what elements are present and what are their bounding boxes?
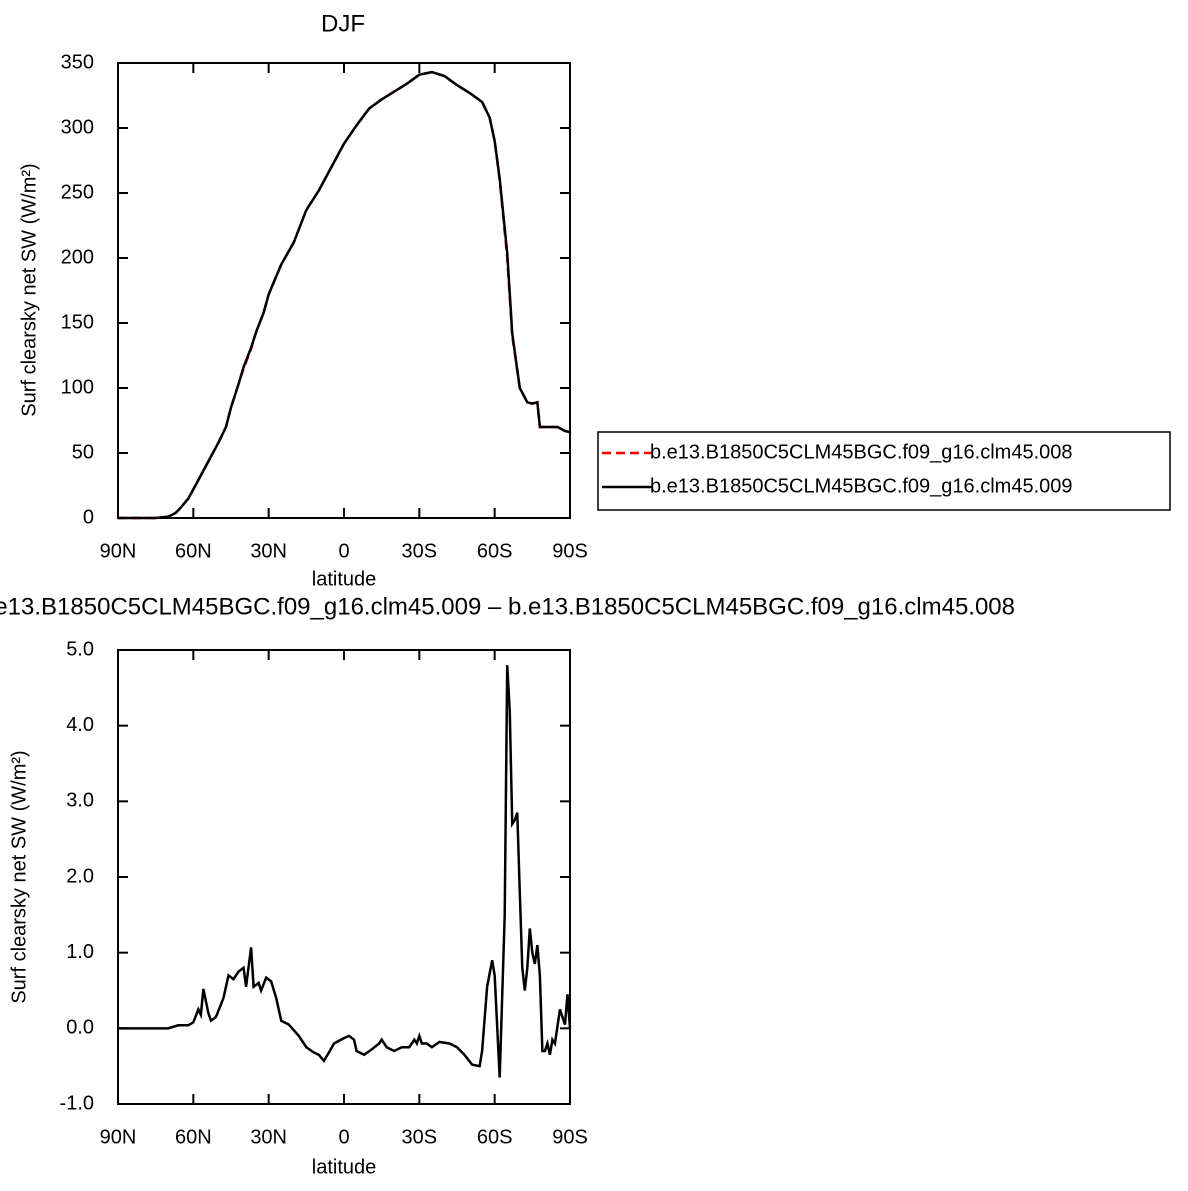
y-tick-label: 250 xyxy=(61,181,94,203)
data-line xyxy=(118,70,571,520)
y-axis-label: Surf clearsky net SW (W/m²) xyxy=(18,163,40,416)
data-line xyxy=(118,70,571,520)
y-tick-label: 0.0 xyxy=(66,1017,94,1039)
y-tick-label: 350 xyxy=(61,51,94,73)
y-tick-label: 300 xyxy=(61,116,94,138)
y-tick-label: 0 xyxy=(83,506,94,528)
x-tick-label: 90S xyxy=(552,540,588,562)
y-tick-label: -1.0 xyxy=(60,1092,94,1114)
plot-frame xyxy=(117,62,571,519)
legend-box xyxy=(597,431,1171,511)
x-axis-label: latitude xyxy=(312,1156,377,1178)
x-axis-label: latitude xyxy=(312,568,377,590)
y-tick-label: 100 xyxy=(61,376,94,398)
y-tick-label: 50 xyxy=(72,441,94,463)
x-tick-label: 0 xyxy=(338,1126,349,1148)
x-tick-label: 60N xyxy=(175,540,212,562)
x-tick-label: 60S xyxy=(477,1126,513,1148)
x-tick-label: 90S xyxy=(552,1126,588,1148)
legend-label: b.e13.B1850C5CLM45BGC.f09_g16.clm45.009 xyxy=(650,475,1073,497)
chart-title: b.e13.B1850C5CLM45BGC.f09_g16.clm45.009 … xyxy=(0,593,1015,620)
x-tick-label: 60N xyxy=(175,1126,212,1148)
y-tick-label: 1.0 xyxy=(66,941,94,963)
legend: b.e13.B1850C5CLM45BGC.f09_g16.clm45.008b… xyxy=(597,431,1171,511)
x-tick-label: 60S xyxy=(477,540,513,562)
y-tick-label: 2.0 xyxy=(66,865,94,887)
x-tick-label: 90N xyxy=(100,540,137,562)
x-tick-label: 30S xyxy=(402,1126,438,1148)
y-axis-label: Surf clearsky net SW (W/m²) xyxy=(8,750,30,1003)
x-tick-label: 30N xyxy=(250,540,287,562)
x-tick-label: 30N xyxy=(250,1126,287,1148)
y-tick-label: 3.0 xyxy=(66,790,94,812)
legend-label: b.e13.B1850C5CLM45BGC.f09_g16.clm45.008 xyxy=(650,441,1073,463)
x-tick-label: 30S xyxy=(402,540,438,562)
y-tick-label: 5.0 xyxy=(66,638,94,660)
y-tick-label: 4.0 xyxy=(66,714,94,736)
chart-title: DJF xyxy=(321,10,365,37)
y-tick-label: 200 xyxy=(61,246,94,268)
x-tick-label: 0 xyxy=(338,540,349,562)
x-tick-label: 90N xyxy=(100,1126,137,1148)
y-tick-label: 150 xyxy=(61,311,94,333)
data-line xyxy=(118,665,572,1078)
